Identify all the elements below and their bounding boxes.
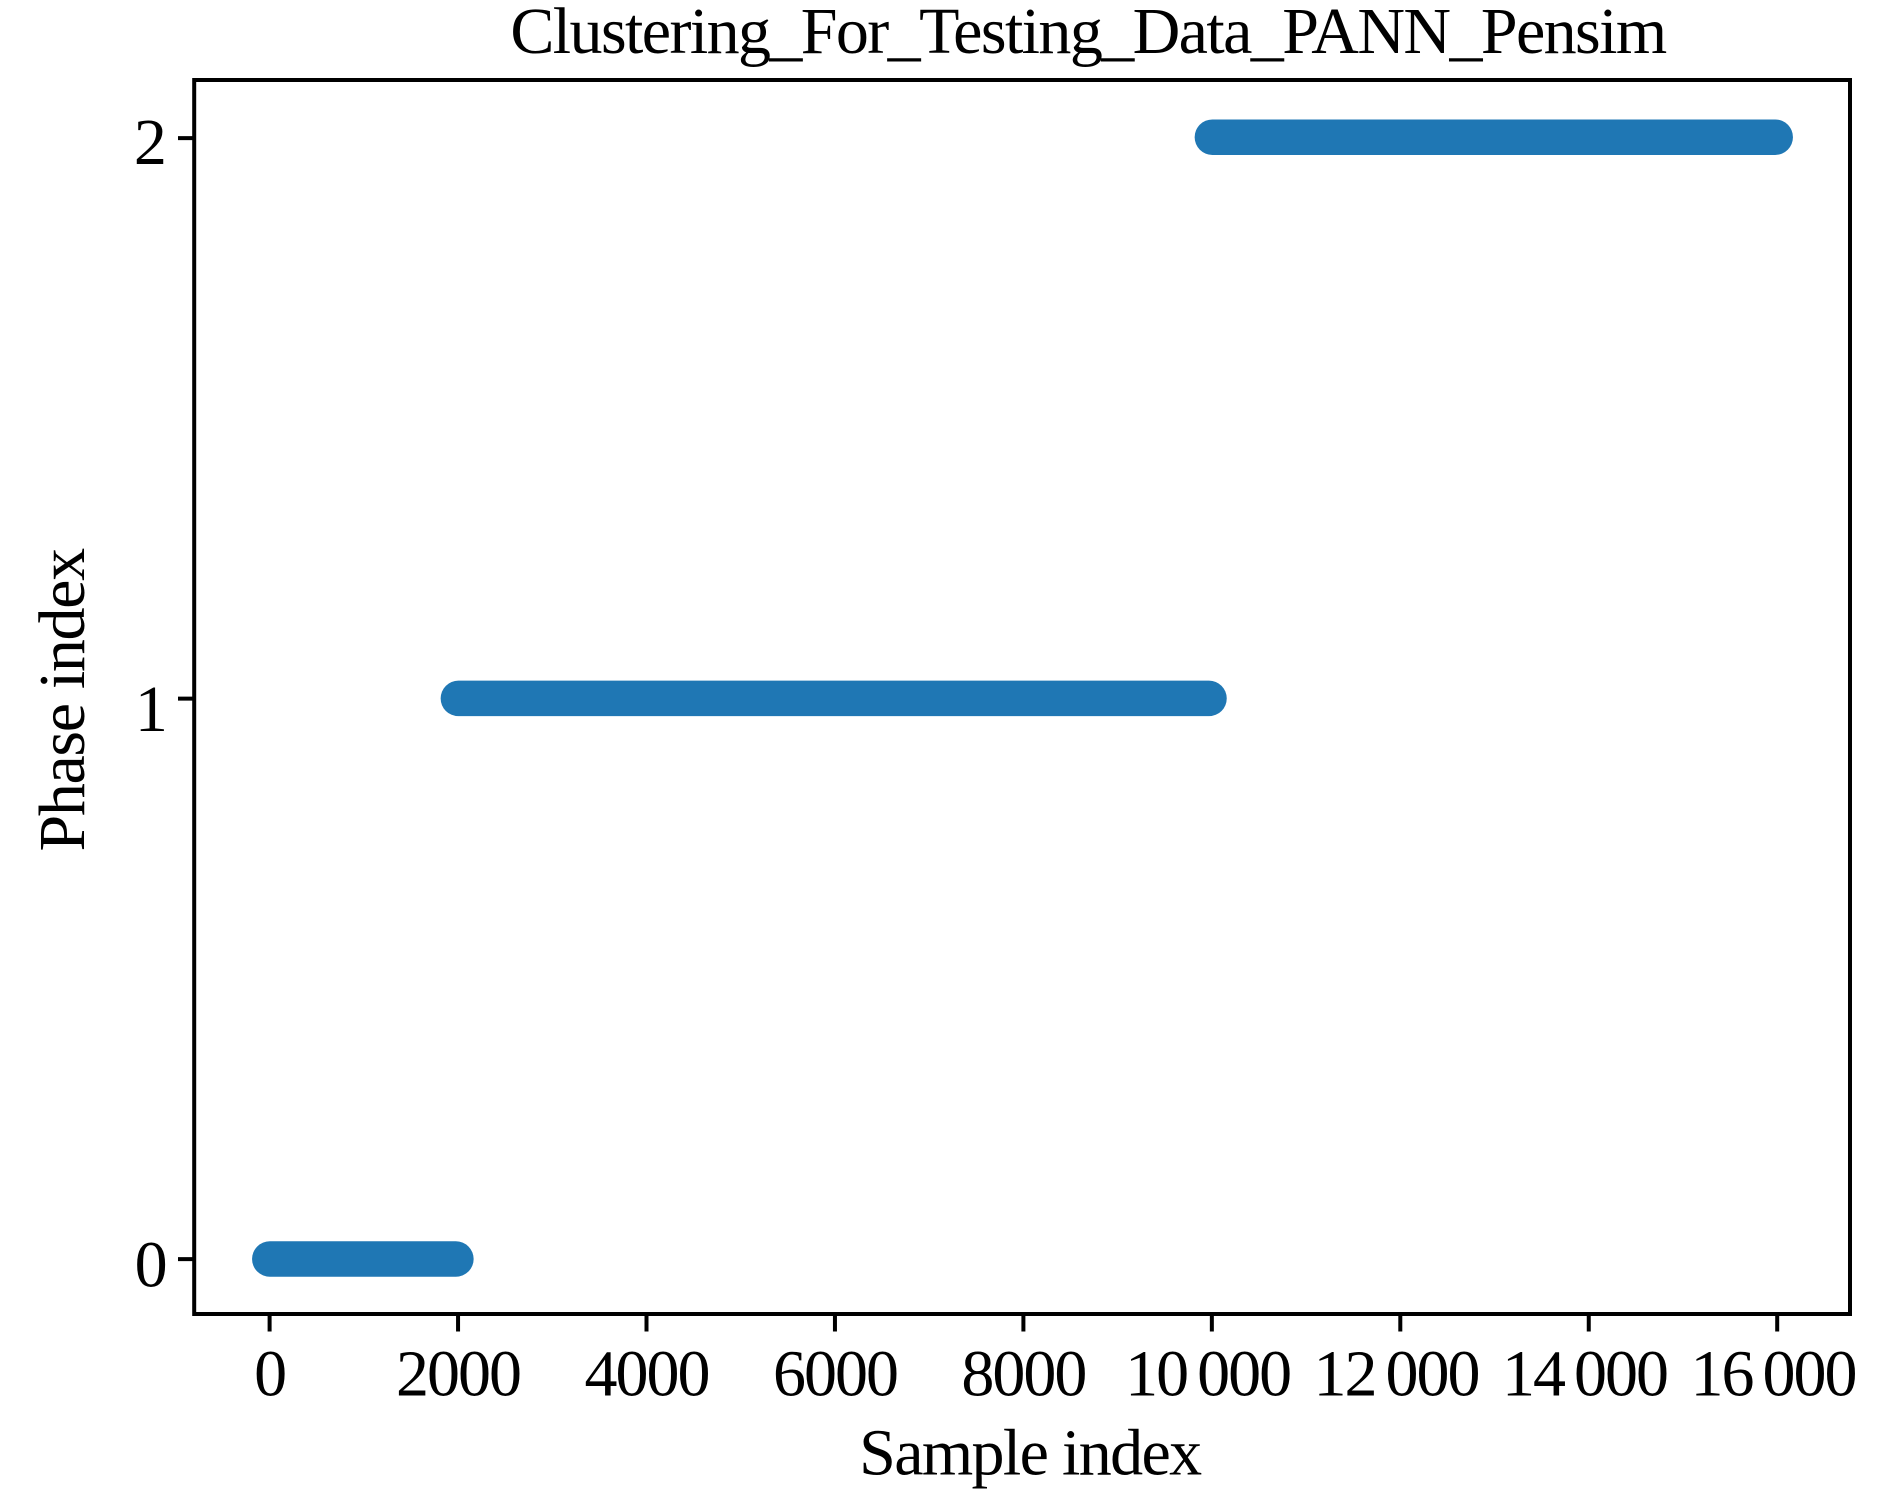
svg-text:8000: 8000: [961, 1338, 1085, 1411]
svg-text:1: 1: [135, 673, 168, 746]
svg-text:2: 2: [134, 106, 167, 179]
svg-text:6000: 6000: [773, 1338, 897, 1411]
svg-text:0: 0: [135, 1229, 168, 1302]
svg-text:4000: 4000: [585, 1338, 709, 1411]
svg-text:Clustering_For_Testing_Data_PA: Clustering_For_Testing_Data_PANN_Pensim: [510, 0, 1666, 68]
svg-text:0: 0: [254, 1338, 285, 1411]
svg-text:Sample index: Sample index: [859, 1416, 1202, 1489]
svg-text:2000: 2000: [396, 1338, 520, 1411]
svg-text:Phase index: Phase index: [26, 548, 99, 852]
